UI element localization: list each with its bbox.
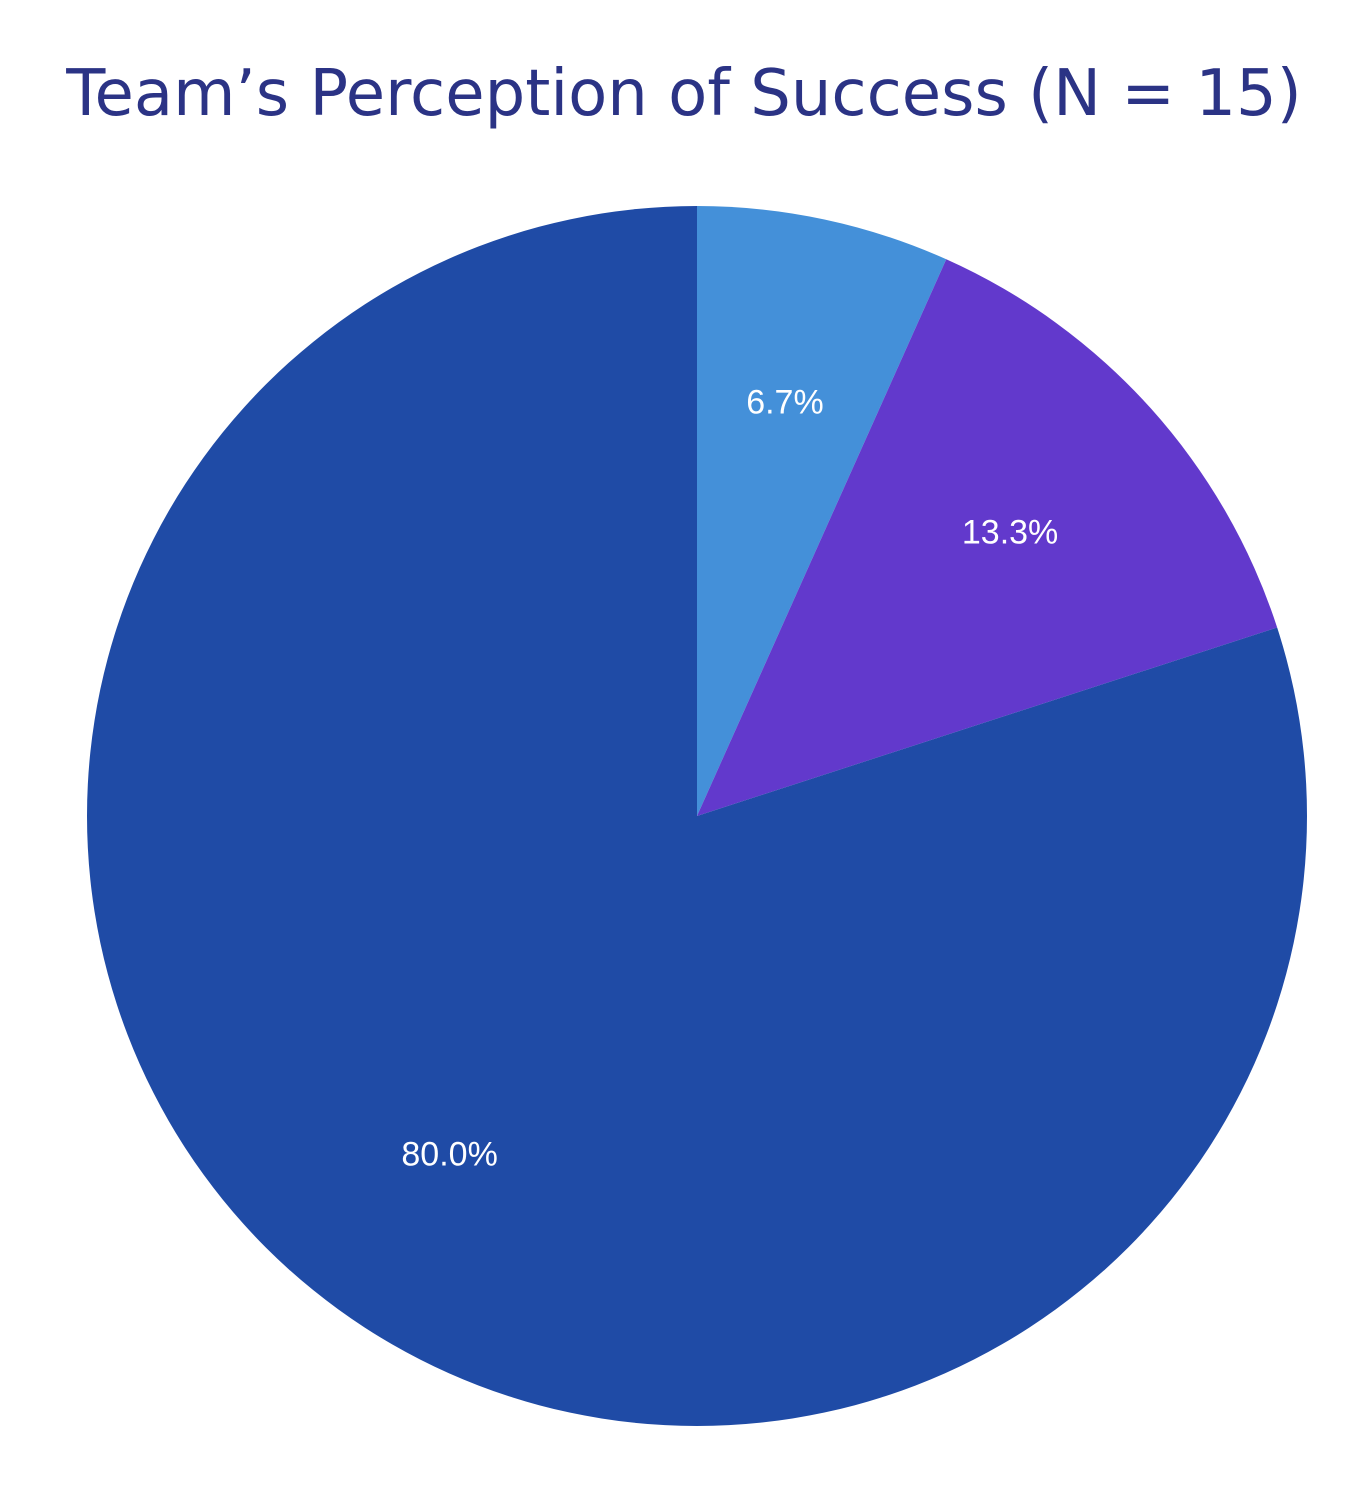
pie-slice-1 (697, 259, 1278, 816)
slice-label-2: 80.0% (401, 1135, 497, 1173)
pie-slices (87, 206, 1308, 1426)
chart-title: Team’s Perception of Success (N = 15) (66, 57, 1302, 131)
pie-slice-0 (697, 206, 947, 816)
slice-label-1: 13.3% (962, 514, 1058, 552)
slice-label-0: 6.7% (746, 383, 824, 421)
pie-labels: 6.7% 13.3% 80.0% (401, 383, 1058, 1173)
pie-slice-2 (87, 206, 1308, 1426)
